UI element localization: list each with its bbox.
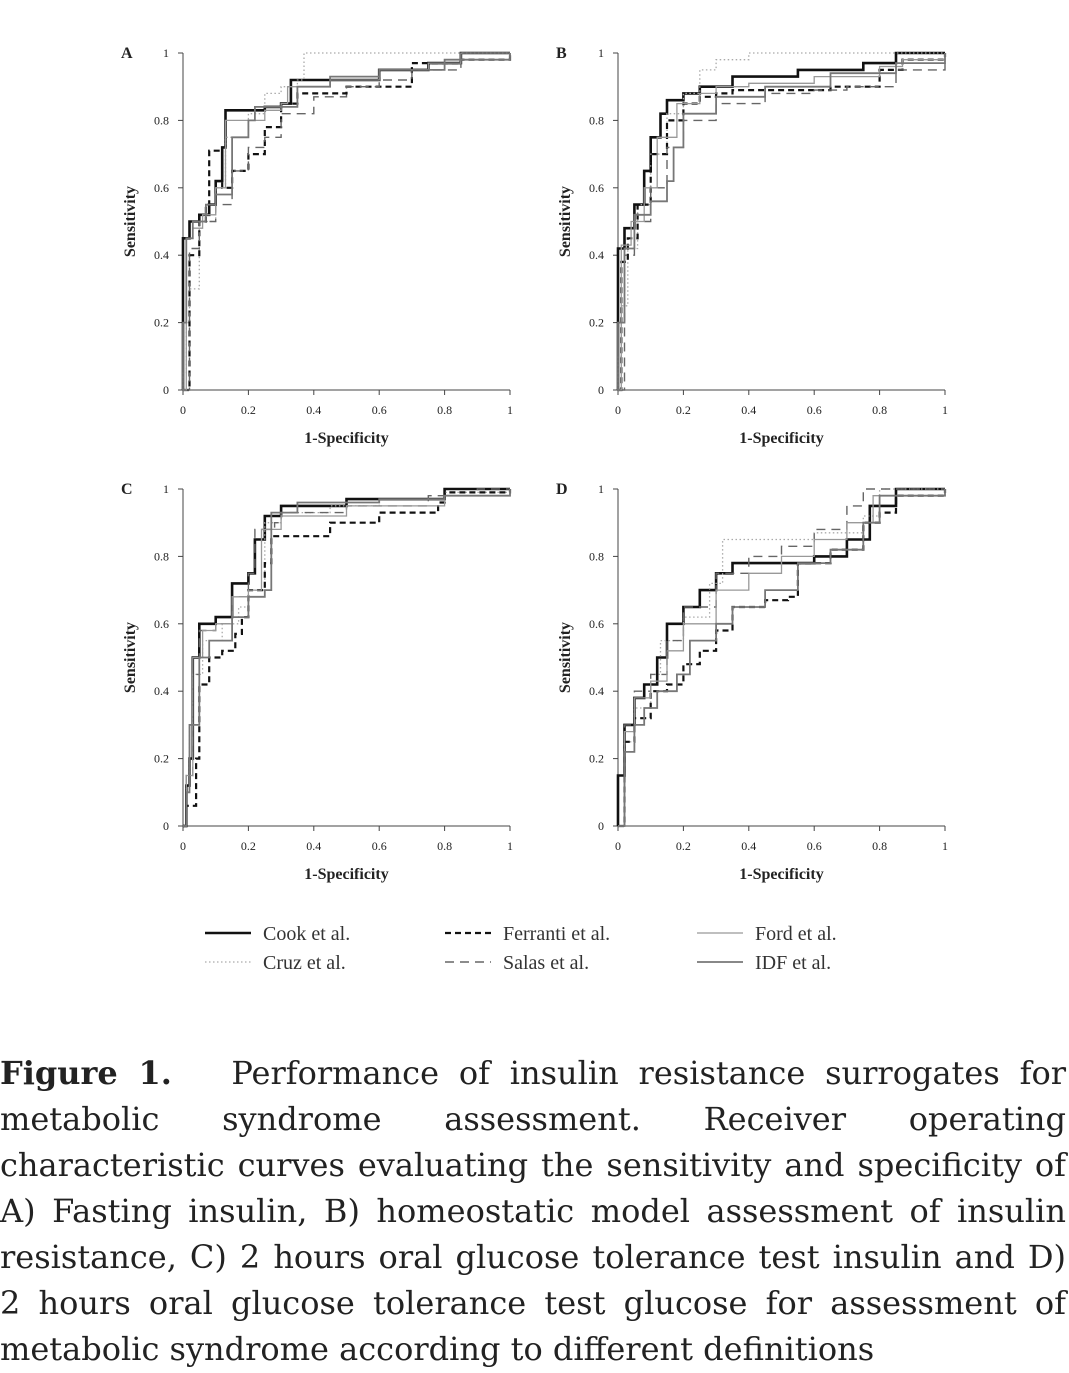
y-tick-label: 0.2 <box>154 752 169 766</box>
legend-label: Cruz et al. <box>263 952 346 974</box>
roc-curve-cruz <box>182 52 510 390</box>
x-tick-label: 0.8 <box>872 403 887 417</box>
x-tick-label: 0.6 <box>807 839 822 853</box>
y-tick-label: 0.4 <box>589 684 604 698</box>
panel-letter: A <box>121 45 133 62</box>
x-tick-label: 1 <box>942 839 948 853</box>
x-tick-label: 0.6 <box>372 839 387 853</box>
legend-label: Salas et al. <box>503 952 589 974</box>
x-tick-label: 0.2 <box>241 839 256 853</box>
x-tick-label: 0 <box>615 403 621 417</box>
x-axis-title: 1-Specificity <box>304 430 388 447</box>
roc-curve-cruz <box>183 489 511 827</box>
x-tick-label: 1 <box>942 403 948 417</box>
x-tick-label: 0.2 <box>676 403 691 417</box>
roc-curve-ford <box>618 489 946 827</box>
y-tick-label: 1 <box>163 46 169 60</box>
y-tick-label: 0 <box>598 819 604 833</box>
caption-text: Performance of insulin resistance surrog… <box>0 1054 1067 1368</box>
legend-label: Cook et al. <box>263 923 350 945</box>
x-axis-title: 1-Specificity <box>739 866 823 883</box>
y-tick-label: 1 <box>598 46 604 60</box>
x-tick-label: 0.4 <box>741 839 756 853</box>
x-tick-label: 0.8 <box>437 839 452 853</box>
legend: Cook et al. Ferranti et al. Ford et al. Cru… <box>205 923 837 974</box>
x-tick-label: 0.8 <box>872 839 887 853</box>
x-tick-label: 0.6 <box>807 403 822 417</box>
y-tick-label: 0.4 <box>589 248 604 262</box>
caption-label: Figure 1. <box>0 1054 172 1092</box>
figure-caption: Figure 1. Performance of insulin resista… <box>0 1050 1066 1372</box>
x-tick-label: 0.4 <box>306 403 321 417</box>
roc-panel-c: 0 0.2 0.4 0.6 0.8 1 0 0.2 0.4 0.6 0.8 1 1-Specificit… <box>121 481 513 883</box>
roc-curve-cook <box>183 487 510 828</box>
y-tick-label: 0.4 <box>154 684 169 698</box>
y-tick-label: 0 <box>598 383 604 397</box>
roc-figure: 0 0.2 0.4 0.6 0.8 1 0 0.2 0.4 0.6 0.8 1 1-Specificit… <box>121 45 948 974</box>
roc-curve-idf <box>617 53 946 390</box>
y-tick-label: 0.2 <box>589 752 604 766</box>
x-tick-label: 0.6 <box>372 403 387 417</box>
roc-curve-idf <box>183 489 511 827</box>
x-axis-title: 1-Specificity <box>304 866 388 883</box>
y-tick-label: 0.8 <box>589 113 604 127</box>
x-tick-label: 0 <box>180 839 186 853</box>
x-tick-label: 0 <box>180 403 186 417</box>
roc-curve-cook <box>181 51 510 390</box>
x-tick-label: 0.2 <box>241 403 256 417</box>
legend-label: IDF et al. <box>755 952 831 974</box>
roc-curve-ferranti <box>183 53 512 392</box>
y-tick-label: 0.8 <box>154 113 169 127</box>
y-tick-label: 0.4 <box>154 248 169 262</box>
roc-curve-ford <box>618 53 946 391</box>
roc-panel-d: 0 0.2 0.4 0.6 0.8 1 0 0.2 0.4 0.6 0.8 1 1-Specificit… <box>556 481 948 883</box>
y-axis-title: Sensitivity <box>122 186 139 257</box>
x-tick-label: 1 <box>507 403 513 417</box>
legend-label: Ford et al. <box>755 923 837 945</box>
x-tick-label: 0.4 <box>741 403 756 417</box>
roc-panel-b: 0 0.2 0.4 0.6 0.8 1 0 0.2 0.4 0.6 0.8 1 1-Specificit… <box>556 45 948 447</box>
panel-letter: C <box>121 481 133 498</box>
roc-curve-cruz <box>617 52 945 390</box>
roc-curve-salas <box>183 53 511 391</box>
y-axis-title: Sensitivity <box>557 622 574 693</box>
legend-label: Ferranti et al. <box>503 923 610 945</box>
y-tick-label: 0 <box>163 819 169 833</box>
x-axis-title: 1-Specificity <box>739 430 823 447</box>
roc-panel-a: 0 0.2 0.4 0.6 0.8 1 0 0.2 0.4 0.6 0.8 1 1-Specificit… <box>121 45 513 447</box>
y-tick-label: 0.2 <box>589 316 604 330</box>
panel-letter: D <box>556 481 568 498</box>
y-axis-title: Sensitivity <box>557 186 574 257</box>
y-tick-label: 0 <box>163 383 169 397</box>
y-tick-label: 0.6 <box>154 181 169 195</box>
roc-curve-idf <box>182 53 511 390</box>
panel-letter: B <box>556 45 567 62</box>
x-tick-label: 0.8 <box>437 403 452 417</box>
y-tick-label: 0.6 <box>154 617 169 631</box>
x-tick-label: 0.4 <box>306 839 321 853</box>
y-tick-label: 1 <box>163 482 169 496</box>
y-tick-label: 0.8 <box>154 549 169 563</box>
roc-curve-ford <box>183 489 511 827</box>
roc-curve-cook <box>616 51 945 390</box>
roc-curve-ford <box>183 52 510 391</box>
y-tick-label: 1 <box>598 482 604 496</box>
x-tick-label: 0.2 <box>676 839 691 853</box>
roc-curve-idf <box>618 489 946 827</box>
y-tick-label: 0.6 <box>589 617 604 631</box>
roc-curve-ferranti <box>183 489 512 828</box>
x-tick-label: 1 <box>507 839 513 853</box>
y-tick-label: 0.8 <box>589 549 604 563</box>
y-tick-label: 0.6 <box>589 181 604 195</box>
x-tick-label: 0 <box>615 839 621 853</box>
roc-curve-salas <box>183 488 510 827</box>
y-tick-label: 0.2 <box>154 316 169 330</box>
y-axis-title: Sensitivity <box>122 622 139 693</box>
